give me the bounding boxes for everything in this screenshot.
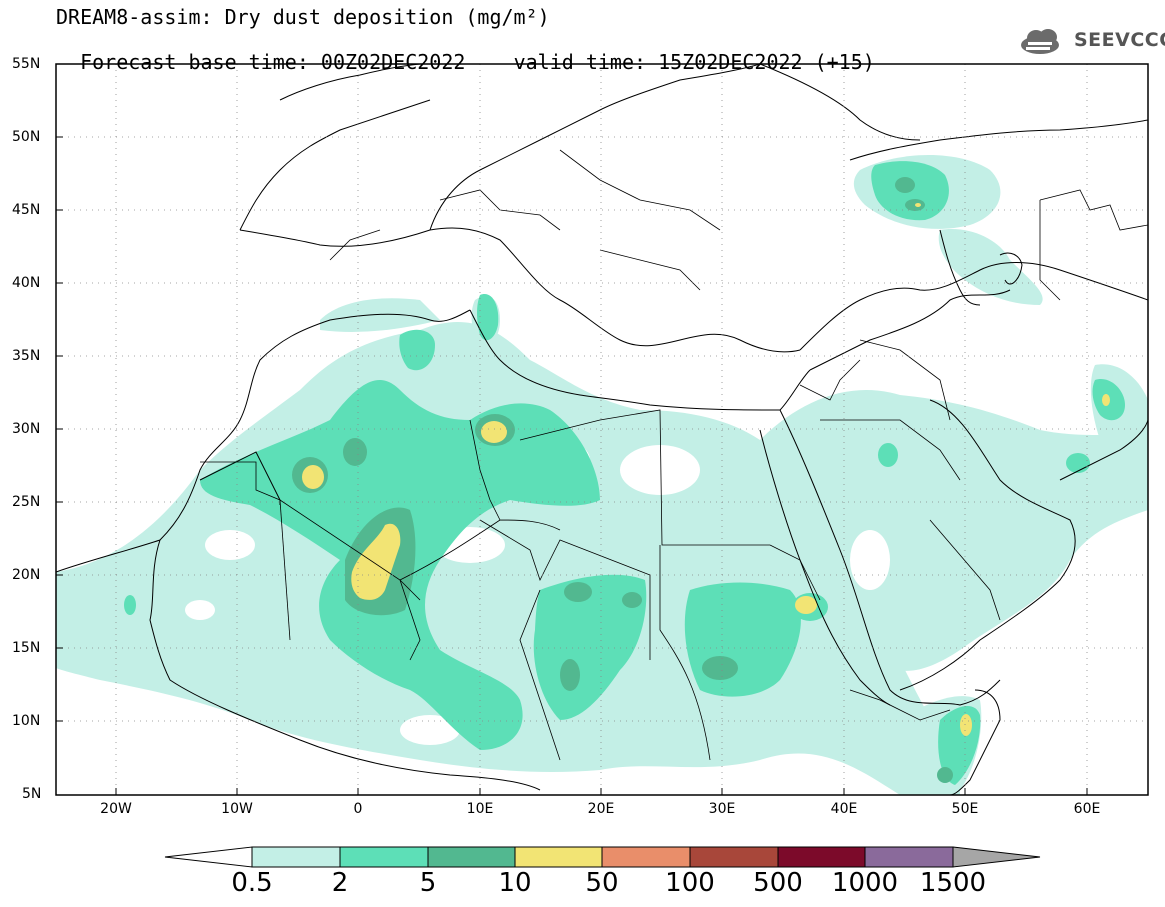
colorbar-swatch — [689, 846, 779, 868]
colorbar-label: 2 — [331, 868, 349, 898]
colorbar-under-arrow — [164, 846, 253, 868]
colorbar-label: 0.5 — [231, 868, 273, 898]
lat-label: 45N — [12, 202, 41, 218]
dust-field — [56, 155, 1148, 795]
lat-label: 35N — [12, 348, 41, 364]
dust-level-10 — [302, 203, 1110, 736]
lat-label: 5N — [22, 786, 42, 802]
colorbar-label: 10 — [498, 868, 532, 898]
lat-label: 30N — [12, 421, 41, 437]
lon-label: 0 — [353, 801, 363, 817]
colorbar-label: 1000 — [831, 868, 899, 898]
axis-ticks — [56, 136, 1088, 795]
lat-label: 10N — [12, 713, 41, 729]
lat-label: 15N — [12, 640, 41, 656]
country-borders — [200, 149, 1148, 761]
colorbar-label: 100 — [665, 868, 715, 898]
colorbar-label: 50 — [585, 868, 619, 898]
lat-label: 50N — [12, 129, 41, 145]
lat-label: 55N — [12, 56, 41, 72]
logo-text: SEEVCCC — [1074, 29, 1165, 51]
colorbar-label: 5 — [419, 868, 437, 898]
lat-label: 20N — [12, 567, 41, 583]
colorbar-swatch — [777, 846, 866, 868]
cloud-icon — [1021, 29, 1059, 54]
colorbar-label: 500 — [753, 868, 803, 898]
coastlines — [56, 64, 1148, 795]
colorbar-swatch — [601, 846, 691, 868]
colorbar-over-arrow — [952, 846, 1041, 868]
lon-label: 10W — [221, 801, 253, 817]
colorbar-swatch — [251, 846, 341, 868]
graticule — [56, 64, 1148, 795]
lat-label: 40N — [12, 275, 41, 291]
colorbar-swatch — [427, 846, 516, 868]
lon-label: 50E — [951, 801, 979, 817]
forecast-base-time: Forecast base time: 00Z02DEC2022 — [80, 50, 466, 74]
map-title: DREAM8-assim: Dry dust deposition (mg/m²… — [56, 5, 550, 29]
colorbar-swatch — [339, 846, 429, 868]
colorbar — [164, 846, 1041, 868]
lon-label: 20W — [100, 801, 132, 817]
lat-label: 25N — [12, 494, 41, 510]
colorbar-swatch — [864, 846, 954, 868]
colorbar-swatch — [514, 846, 603, 868]
seevccc-logo — [1021, 29, 1059, 54]
lon-label: 30E — [708, 801, 736, 817]
valid-time: valid time: 15Z02DEC2022 (+15) — [513, 50, 875, 74]
map-subtitle: Forecast base time: 00Z02DEC2022 valid t… — [56, 29, 875, 73]
lon-label: 40E — [830, 801, 858, 817]
colorbar-label: 1500 — [919, 868, 987, 898]
lon-label: 10E — [466, 801, 494, 817]
lon-label: 20E — [587, 801, 615, 817]
lon-label: 60E — [1073, 801, 1101, 817]
